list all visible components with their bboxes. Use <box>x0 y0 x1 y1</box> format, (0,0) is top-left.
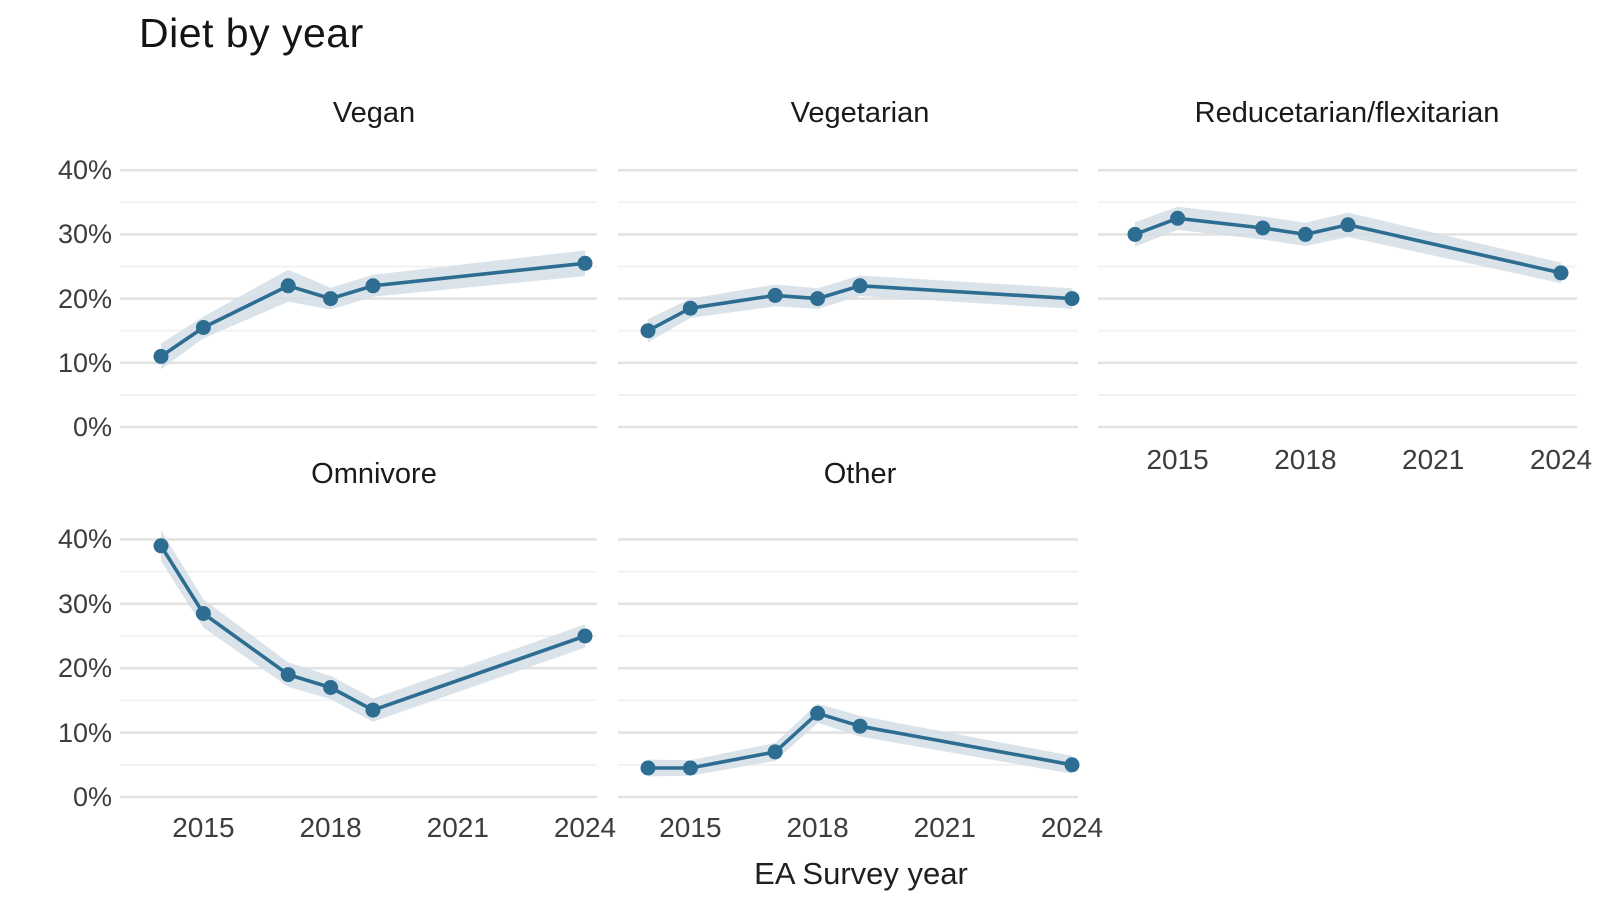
data-point <box>810 705 826 721</box>
x-tick-label: 2021 <box>426 812 489 843</box>
trend-line <box>1133 216 1563 275</box>
x-tick-label: 2024 <box>553 812 617 843</box>
data-point <box>195 606 211 621</box>
data-point <box>682 300 698 316</box>
data-point <box>1340 217 1356 233</box>
y-tick-label: 20% <box>57 283 112 314</box>
data-point <box>577 628 593 644</box>
data-point <box>280 667 296 683</box>
data-point <box>852 718 868 734</box>
data-point <box>810 291 826 307</box>
facet-panel-omnivore <box>118 505 599 812</box>
facet-title-reducetarian: Reducetarian/flexitarian <box>1194 97 1500 129</box>
data-point <box>682 760 698 776</box>
data-point <box>1170 210 1186 226</box>
confidence-ribbon <box>161 530 585 722</box>
y-tick-label: 40% <box>57 155 112 186</box>
x-tick-label: 2024 <box>1040 812 1104 843</box>
facet-title-omnivore: Omnivore <box>311 458 437 490</box>
confidence-ribbon <box>161 250 585 370</box>
data-point <box>577 255 593 271</box>
facet-panel-vegetarian <box>616 135 1080 445</box>
y-tick-label: 10% <box>57 347 112 378</box>
data-point <box>1064 291 1080 307</box>
x-tick-label: 2024 <box>1529 444 1593 475</box>
x-axis-title: EA Survey year <box>754 856 968 891</box>
data-point <box>640 760 656 776</box>
data-point <box>1255 220 1271 236</box>
facet-panel-reducetarian <box>1096 135 1579 445</box>
data-point <box>1064 757 1080 773</box>
facet-plot-vegetarian <box>618 168 1080 429</box>
data-point <box>1127 226 1143 242</box>
data-point <box>1297 226 1313 242</box>
data-point <box>767 744 783 760</box>
chart-title: Diet by year <box>139 10 364 56</box>
x-tick-label: 2018 <box>299 812 362 843</box>
trend-line <box>159 261 587 359</box>
y-tick-label: 10% <box>57 717 112 748</box>
facet-title-vegetarian: Vegetarian <box>790 97 930 129</box>
data-point <box>852 278 868 294</box>
facet-plot-reducetarian <box>1098 168 1577 429</box>
facet-plot-omnivore <box>120 530 597 799</box>
facet-title-vegan: Vegan <box>332 97 416 129</box>
trend-line <box>646 284 1074 333</box>
y-tick-label: 0% <box>72 782 112 812</box>
x-tick-label: 2021 <box>1402 444 1465 475</box>
x-tick-label: 2018 <box>1274 444 1337 475</box>
facet-panel-other <box>616 505 1080 812</box>
data-point <box>365 278 381 294</box>
y-tick-label: 20% <box>57 653 112 684</box>
data-point <box>767 287 783 303</box>
data-point <box>323 680 339 695</box>
x-tick-label: 2015 <box>172 812 235 843</box>
facet-plot-vegan <box>120 168 597 429</box>
facet-panel-vegan <box>118 135 599 445</box>
x-tick-label: 2021 <box>913 812 976 843</box>
data-point <box>640 323 656 339</box>
data-point <box>323 291 339 307</box>
y-tick-label: 40% <box>57 524 112 555</box>
y-tick-label: 30% <box>57 219 112 250</box>
x-tick-label: 2015 <box>659 812 722 843</box>
data-point <box>195 320 211 335</box>
data-point <box>153 538 169 554</box>
confidence-ribbon <box>648 703 1072 777</box>
x-tick-label: 2015 <box>1146 444 1209 475</box>
trend-line <box>159 543 587 712</box>
data-point <box>280 278 296 294</box>
data-point <box>153 348 169 364</box>
data-point <box>365 702 381 718</box>
x-tick-label: 2018 <box>786 812 849 843</box>
y-tick-label: 0% <box>72 412 112 442</box>
facet-plot-other <box>618 538 1080 799</box>
y-tick-label: 30% <box>57 588 112 619</box>
facet-title-other: Other <box>823 458 897 490</box>
data-point <box>1553 265 1569 281</box>
